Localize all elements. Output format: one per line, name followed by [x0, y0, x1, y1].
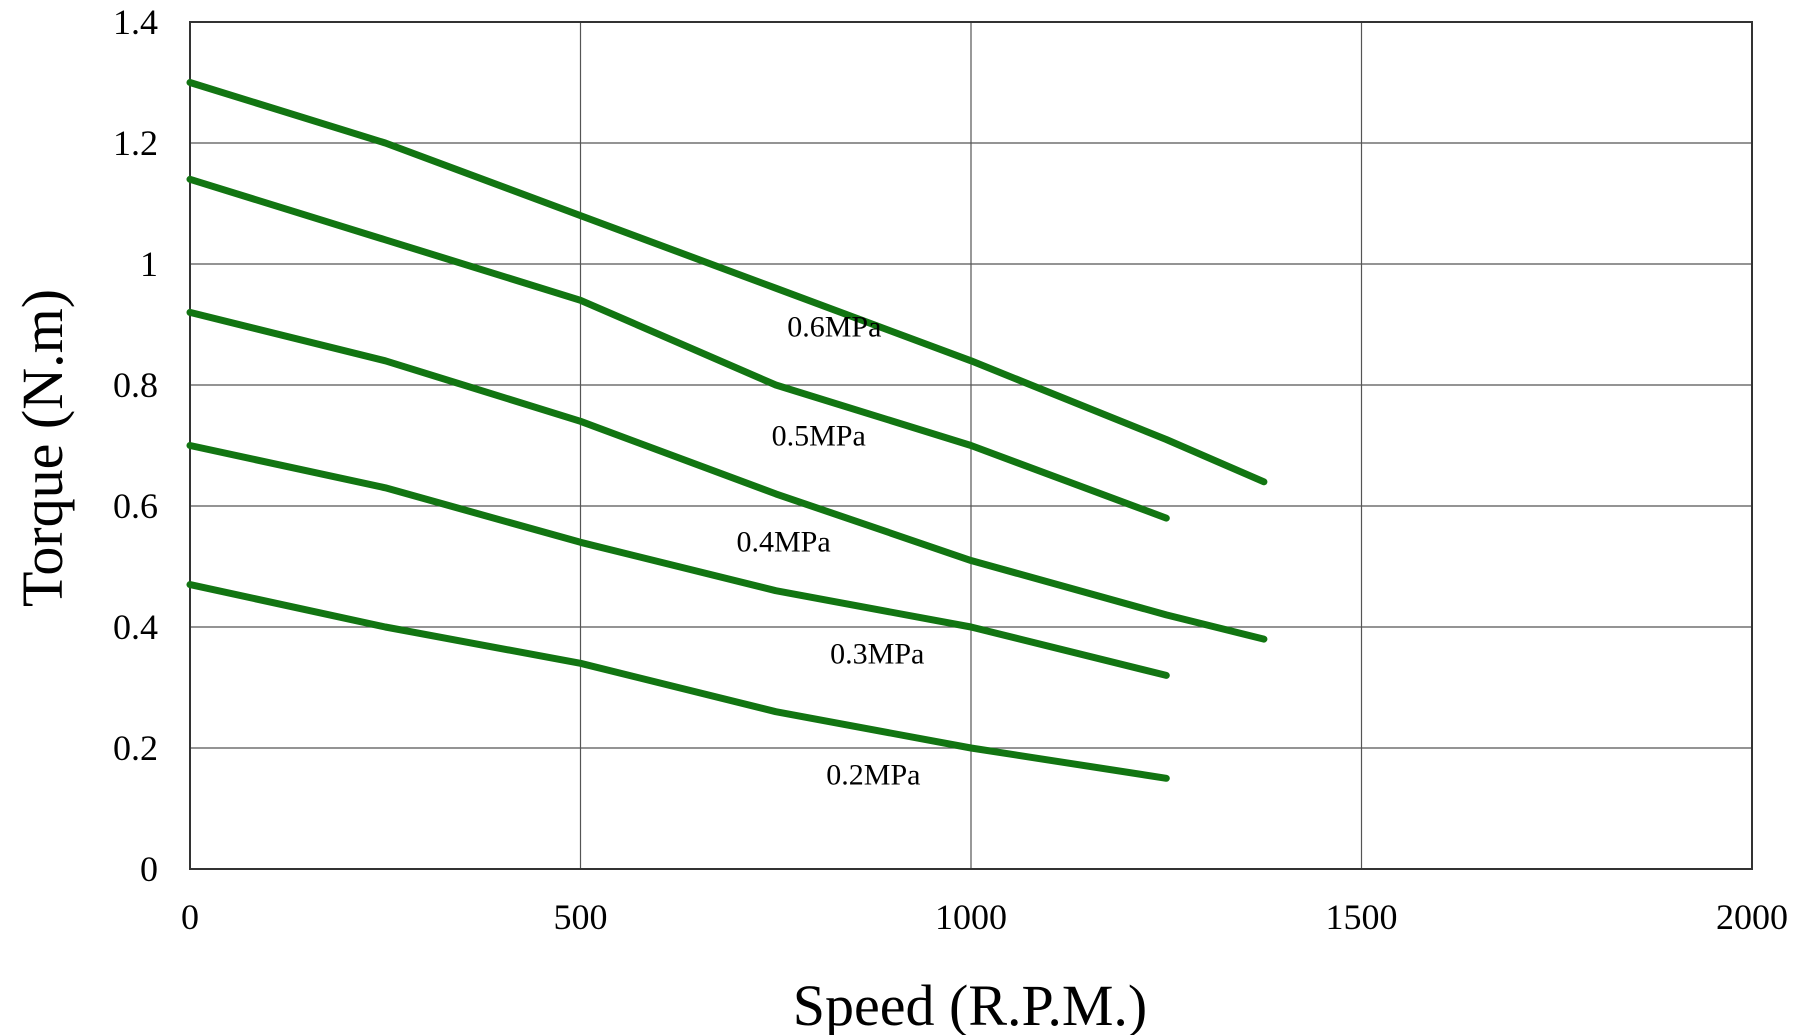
- series-line-0.3MPa: [186, 442, 1170, 679]
- y-tick-label: 1.4: [113, 2, 158, 42]
- series-line-0.6MPa: [186, 79, 1268, 486]
- series-line-0.4MPa: [186, 308, 1268, 643]
- series-label: 0.6MPa: [787, 311, 881, 344]
- series-label: 0.4MPa: [736, 525, 830, 558]
- series-label: 0.5MPa: [772, 420, 866, 453]
- series-lines: [186, 79, 1268, 782]
- series-line-0.2MPa: [186, 581, 1170, 782]
- x-tick-label: 0: [181, 897, 199, 937]
- y-axis-title: Torque (N.m): [10, 289, 75, 607]
- x-tick-label: 1000: [935, 897, 1007, 937]
- x-tick-label: 1500: [1326, 897, 1398, 937]
- x-tick-labels: 0 500 1000 1500 2000: [181, 897, 1788, 937]
- y-tick-label: 0.8: [113, 365, 158, 405]
- series-labels: 0.6MPa 0.5MPa 0.4MPa 0.3MPa 0.2MPa: [736, 311, 924, 792]
- y-tick-label: 1.2: [113, 123, 158, 163]
- y-tick-label: 0: [140, 849, 158, 889]
- x-tick-label: 500: [554, 897, 608, 937]
- y-tick-label: 0.4: [113, 607, 158, 647]
- y-tick-labels: 0 0.2 0.4 0.6 0.8 1 1.2 1.4: [113, 2, 158, 889]
- y-tick-label: 1: [140, 244, 158, 284]
- x-tick-label: 2000: [1716, 897, 1788, 937]
- y-tick-label: 0.2: [113, 728, 158, 768]
- x-axis-title: Speed (R.P.M.): [793, 973, 1147, 1035]
- series-label: 0.2MPa: [826, 758, 920, 791]
- y-tick-label: 0.6: [113, 486, 158, 526]
- series-line-0.5MPa: [186, 175, 1170, 522]
- series-label: 0.3MPa: [830, 637, 924, 670]
